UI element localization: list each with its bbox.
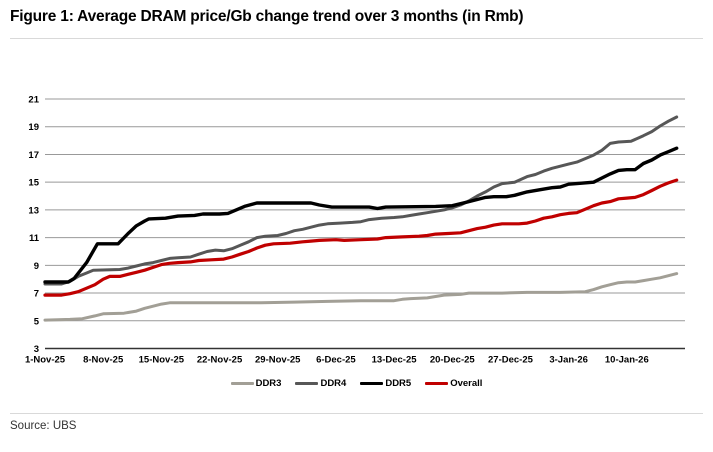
legend-item-ddr4: DDR4	[295, 378, 346, 389]
x-tick-label: 10-Jan-26	[605, 355, 649, 366]
y-tick-label: 15	[28, 178, 39, 189]
x-tick-label: 8-Nov-25	[83, 355, 124, 366]
legend-swatch-overall	[425, 382, 449, 385]
figure-title: Figure 1: Average DRAM price/Gb change t…	[10, 8, 524, 25]
legend-item-overall: Overall	[425, 378, 482, 389]
chart-legend: DDR3 DDR4 DDR5 Overall	[0, 378, 713, 389]
legend-label: DDR3	[255, 378, 282, 389]
series-line-ddr4	[43, 115, 679, 286]
y-tick-label: 7	[34, 289, 39, 300]
title-divider	[10, 38, 703, 39]
x-tick-label: 20-Dec-25	[430, 355, 476, 366]
legend-item-ddr5: DDR5	[360, 378, 411, 389]
footer-divider	[10, 413, 703, 414]
y-tick-label: 13	[28, 205, 39, 216]
y-tick-label: 5	[34, 316, 40, 327]
x-tick-label: 29-Nov-25	[255, 355, 301, 366]
series-line-ddr5	[43, 146, 679, 284]
series-line-ddr3	[43, 272, 679, 322]
legend-swatch-ddr3	[230, 382, 254, 385]
x-tick-label: 6-Dec-25	[316, 355, 356, 366]
x-tick-label: 22-Nov-25	[197, 355, 243, 366]
y-tick-label: 11	[29, 233, 40, 244]
legend-label: DDR4	[320, 378, 347, 389]
y-tick-label: 21	[28, 95, 39, 106]
line-chart: 3 5 7 9 11 13 15 17 19 21 1-Nov-25 8-Nov-25 15-Nov-2…	[25, 95, 685, 366]
legend-label: Overall	[450, 378, 483, 389]
x-tick-label: 27-Dec-25	[488, 355, 534, 366]
source-note: Source: UBS	[10, 420, 77, 432]
x-tick-label: 3-Jan-26	[549, 355, 588, 366]
y-tick-label: 17	[28, 150, 39, 161]
x-tick-label: 13-Dec-25	[372, 355, 418, 366]
series-line-overall	[43, 178, 679, 297]
legend-swatch-ddr4	[295, 382, 319, 385]
y-tick-label: 9	[34, 261, 39, 272]
y-tick-label: 19	[28, 122, 39, 133]
legend-item-ddr3: DDR3	[230, 378, 282, 389]
x-tick-label: 1-Nov-25	[25, 355, 66, 366]
legend-swatch-ddr5	[360, 382, 384, 385]
y-tick-label: 3	[34, 344, 39, 355]
x-tick-label: 15-Nov-25	[139, 355, 185, 366]
legend-label: DDR5	[385, 378, 412, 389]
